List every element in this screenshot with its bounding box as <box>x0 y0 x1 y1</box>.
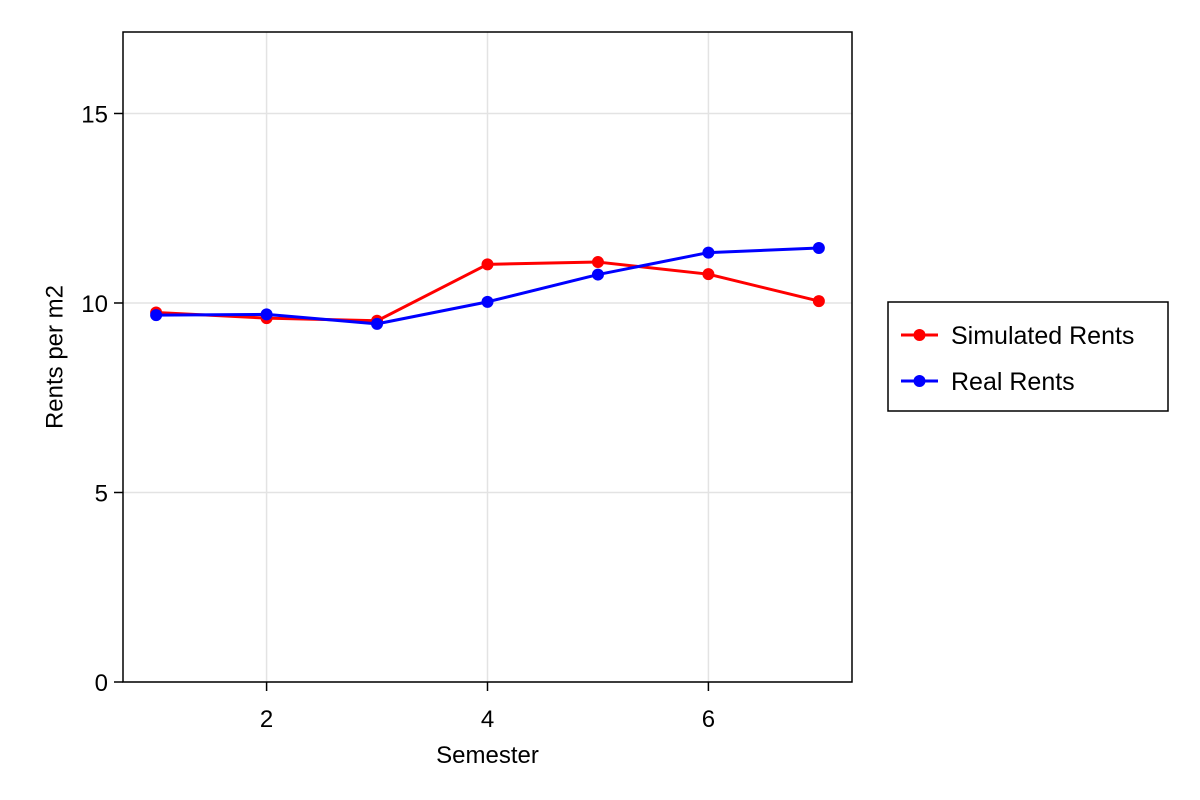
legend-label: Real Rents <box>951 368 1075 396</box>
data-point <box>702 268 715 281</box>
y-axis-title: Rents per m2 <box>42 285 69 429</box>
data-point <box>591 256 604 269</box>
y-tick-label: 10 <box>81 291 108 318</box>
legend-label: Simulated Rents <box>951 322 1134 350</box>
legend-box <box>887 301 1169 412</box>
x-tick-label: 2 <box>260 706 273 733</box>
y-tick-label: 5 <box>95 480 108 507</box>
legend-item: Simulated Rents <box>901 322 1134 350</box>
data-point <box>702 246 715 259</box>
x-tick-label: 6 <box>702 706 715 733</box>
y-tick-label: 15 <box>81 101 108 128</box>
legend: Simulated Rents Real Rents <box>887 301 1169 412</box>
data-point <box>150 309 163 322</box>
series-real-rents <box>150 242 825 330</box>
data-point <box>481 258 494 271</box>
data-point <box>812 295 825 308</box>
data-point <box>260 308 273 321</box>
grid <box>123 32 852 683</box>
x-tick-label: 4 <box>481 706 494 733</box>
x-axis-title: Semester <box>436 742 539 769</box>
data-point <box>591 268 604 281</box>
legend-marker <box>913 375 926 387</box>
legend-item: Real Rents <box>901 368 1075 396</box>
y-tick-label: 0 <box>95 670 108 697</box>
data-point <box>812 242 825 255</box>
tick-layer: 0 5 10 15 2 4 6 <box>81 101 715 733</box>
data-point <box>481 295 494 308</box>
data-point <box>371 317 384 330</box>
legend-marker <box>913 329 926 341</box>
series-layer <box>150 242 825 330</box>
